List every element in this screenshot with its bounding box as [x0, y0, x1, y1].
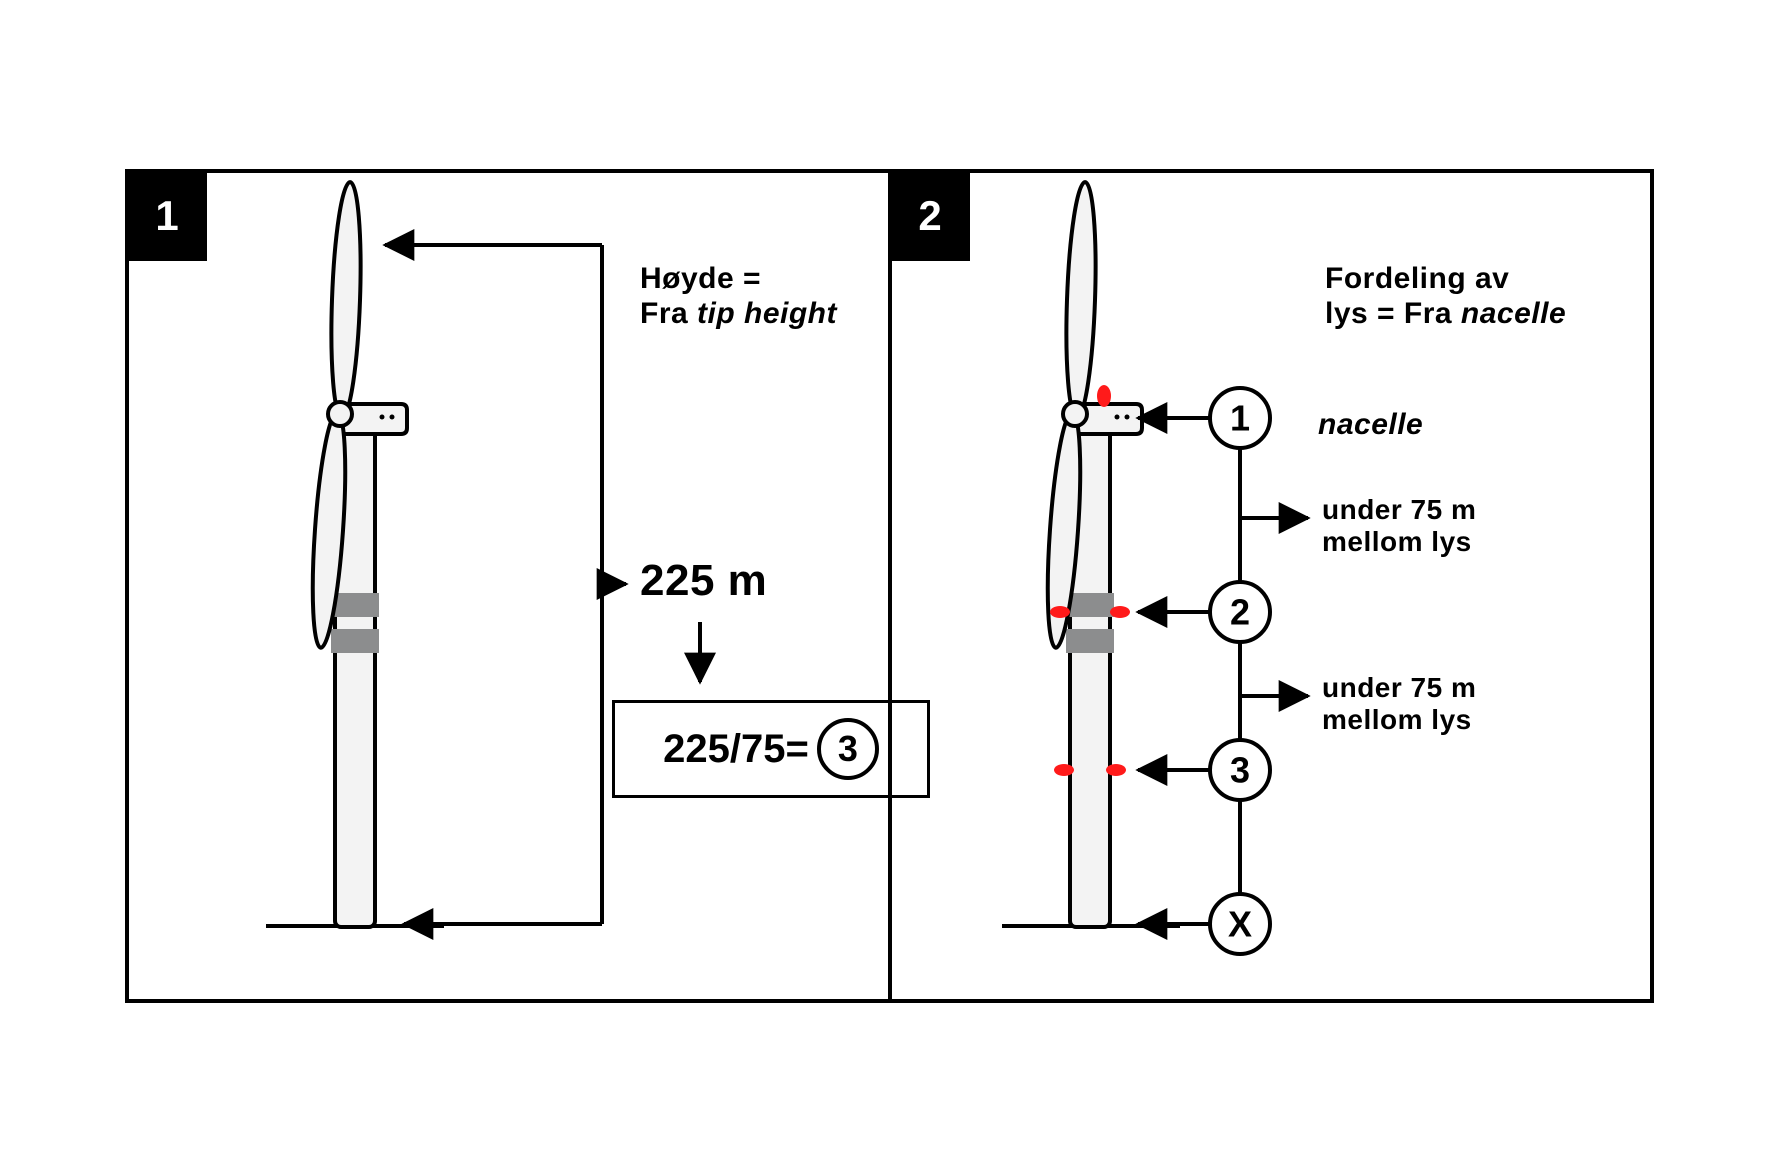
panel2-node1-label: nacelle [1318, 408, 1423, 443]
panel2-title-line1: Fordeling av [1325, 262, 1566, 297]
panel1-title-line2: Fra tip height [640, 297, 837, 332]
diagram-stage: 1 2 3 X 1 2 Høyde = Fra tip height 225 m 22… [0, 0, 1779, 1171]
svg-text:3: 3 [1230, 750, 1250, 791]
panel1-formula-result-circle: 3 [817, 718, 879, 780]
svg-text:2: 2 [1230, 592, 1250, 633]
svg-text:X: X [1228, 904, 1252, 945]
panel1-title: Høyde = Fra tip height [640, 262, 837, 331]
panel1-formula-box: 225/75= 3 [612, 700, 930, 798]
panel-badge-1: 1 [127, 171, 207, 261]
panel-badge-2: 2 [890, 171, 970, 261]
panel2-title: Fordeling av lys = Fra nacelle [1325, 262, 1566, 331]
svg-text:1: 1 [1230, 398, 1250, 439]
panel1-height-value: 225 m [640, 556, 767, 607]
panel2-annotation-1: under 75 m mellom lys [1322, 494, 1476, 558]
panel-badge-1-text: 1 [155, 192, 178, 240]
panel2-annotation-2: under 75 m mellom lys [1322, 672, 1476, 736]
panel2-title-line2: lys = Fra nacelle [1325, 297, 1566, 332]
panel1-title-line1: Høyde = [640, 262, 837, 297]
panel1-formula-text: 225/75= [663, 727, 809, 772]
panel-badge-2-text: 2 [918, 192, 941, 240]
